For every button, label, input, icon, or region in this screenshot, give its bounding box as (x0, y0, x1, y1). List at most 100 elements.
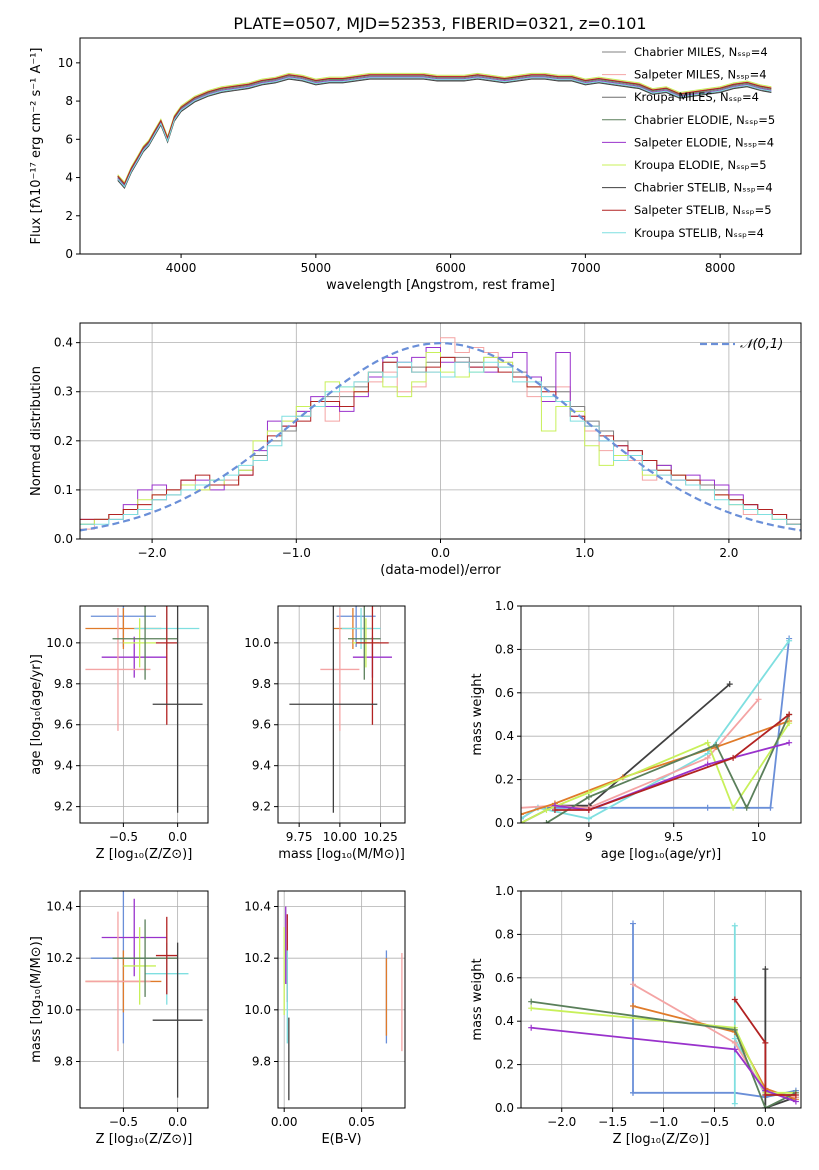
mass-weight-line (531, 1026, 797, 1103)
plot-area (521, 635, 793, 823)
legend-label: 𝒩(0,1) (740, 337, 783, 352)
y-tick-label: 10 (58, 56, 73, 70)
data-point-marker (786, 637, 793, 644)
y-tick-label: 9.8 (54, 677, 73, 691)
plot-area (528, 920, 799, 1108)
y-tick-label: 0.2 (54, 434, 73, 448)
legend-label: Chabrier STELIB, Nₛₛₚ=4 (634, 181, 773, 195)
data-point-marker (585, 793, 592, 800)
y-tick-label: 0.4 (54, 336, 73, 350)
plot-area (289, 606, 392, 813)
data-point-marker (731, 922, 738, 929)
y-tick-label: 10.2 (244, 951, 271, 965)
axes-frame (520, 605, 802, 824)
x-tick-label: 6000 (435, 261, 466, 275)
data-point-marker (630, 981, 636, 988)
x-tick-label: 2.0 (719, 546, 738, 560)
axes-frame (277, 890, 406, 1109)
x-tick-label: −2.0 (138, 546, 167, 560)
x-axis-label: (data-model)/error (380, 563, 501, 578)
y-tick-label: 9.6 (54, 718, 73, 732)
axes-frame (79, 890, 209, 1109)
data-point-marker (786, 711, 793, 718)
spectrum-model-line (117, 74, 772, 185)
x-tick-label: 1.0 (575, 546, 594, 560)
data-point-marker (792, 1098, 799, 1105)
data-point-marker (543, 806, 550, 813)
histogram-step (80, 361, 801, 539)
age_vs_z-panel: −0.5 0.0 9.2 9.4 9.6 9.8 10.0 Z [log₁₀(Z/Z⊙)] ag… (29, 605, 209, 862)
data-point-marker (551, 806, 558, 813)
data-point-marker (762, 1091, 769, 1098)
y-tick-label: 9.2 (252, 800, 271, 814)
spectrum-model-line (117, 72, 772, 184)
x-axis-label: wavelength [Angstrom, rest frame] (326, 278, 555, 293)
data-point-marker (743, 804, 750, 811)
y-tick-label: 0.6 (495, 686, 514, 700)
data-point-marker (713, 741, 720, 748)
data-point-marker (528, 1005, 535, 1012)
y-tick-label: 0.8 (495, 642, 514, 656)
y-tick-label: 0.4 (495, 729, 514, 743)
mass-weight-line (521, 638, 791, 820)
mass-weight-line (554, 713, 790, 811)
x-axis-label: mass [log₁₀(M/M⊙)] (278, 847, 405, 862)
y-tick-label: 9.4 (54, 759, 73, 773)
x-tick-label: 0.05 (348, 1115, 375, 1129)
spectrum-panel: 4000 5000 6000 7000 8000 0 2 4 6 8 10 wavelength [A… (29, 37, 802, 293)
data-point-marker (521, 815, 524, 822)
x-tick-label: 9.75 (286, 830, 313, 844)
y-tick-label: 4 (65, 171, 73, 185)
mass-weight-line (531, 1007, 796, 1094)
mass_weight_vs_age-panel: 9 9.5 10 0.0 0.2 0.4 0.6 0.8 1.0 age [log₁₀(age/y… (470, 599, 802, 862)
figure-title: PLATE=0507, MJD=52353, FIBERID=0321, z=0… (233, 14, 646, 33)
x-tick-label: 5000 (301, 261, 332, 275)
spectrum-model-line (117, 77, 772, 188)
x-axis-label: E(B-V) (321, 1132, 361, 1147)
x-tick-label: 0.0 (756, 1115, 775, 1129)
mass_vs_ebv-panel: 0.00 0.05 9.8 10.0 10.2 10.4 E(B-V) (244, 890, 406, 1147)
y-tick-label: 9.8 (252, 677, 271, 691)
y-tick-label: 0.2 (495, 1058, 514, 1072)
data-point-marker (792, 1091, 799, 1098)
mass-weight-line (521, 640, 790, 820)
data-point-marker (630, 1003, 636, 1010)
mass-weight-line (521, 720, 790, 816)
y-axis-label: mass weight (470, 673, 485, 755)
axes-frame (277, 605, 406, 824)
data-point-marker (585, 815, 592, 822)
y-tick-label: 9.6 (252, 718, 271, 732)
data-point-marker (731, 1100, 738, 1107)
data-point-marker (786, 720, 793, 727)
data-point-marker (762, 1105, 769, 1108)
x-tick-label: −0.5 (700, 1115, 729, 1129)
x-tick-label: −1.5 (598, 1115, 627, 1129)
legend-label: Kroupa MILES, Nₛₛₚ=4 (634, 90, 759, 104)
y-tick-label: 9.4 (252, 759, 271, 773)
y-axis-label: mass weight (470, 958, 485, 1040)
plot-area (283, 906, 403, 1101)
x-axis-label: Z [log₁₀(Z/Z⊙)] (96, 847, 193, 862)
x-tick-label: −0.5 (109, 830, 138, 844)
y-tick-label: 6 (65, 132, 73, 146)
axes-frame (520, 890, 802, 1109)
y-tick-label: 10.0 (244, 1003, 271, 1017)
x-tick-label: −1.0 (282, 546, 311, 560)
data-point-marker (762, 966, 769, 973)
y-tick-label: 10.0 (46, 636, 73, 650)
y-tick-label: 1.0 (495, 884, 514, 898)
y-tick-label: 9.8 (252, 1055, 271, 1069)
y-tick-label: 2 (65, 209, 73, 223)
y-tick-label: 10.4 (244, 900, 271, 914)
legend-label: Salpeter STELIB, Nₛₛₚ=5 (634, 203, 772, 217)
data-point-marker (731, 996, 738, 1003)
plot-area (85, 606, 203, 813)
y-tick-label: 0.3 (54, 385, 73, 399)
data-point-marker (755, 696, 762, 703)
y-tick-label: 0.2 (495, 773, 514, 787)
plot-area (117, 72, 772, 189)
mass-weight-line (554, 741, 790, 811)
data-point-marker (521, 811, 524, 818)
y-tick-label: 0 (65, 247, 73, 261)
